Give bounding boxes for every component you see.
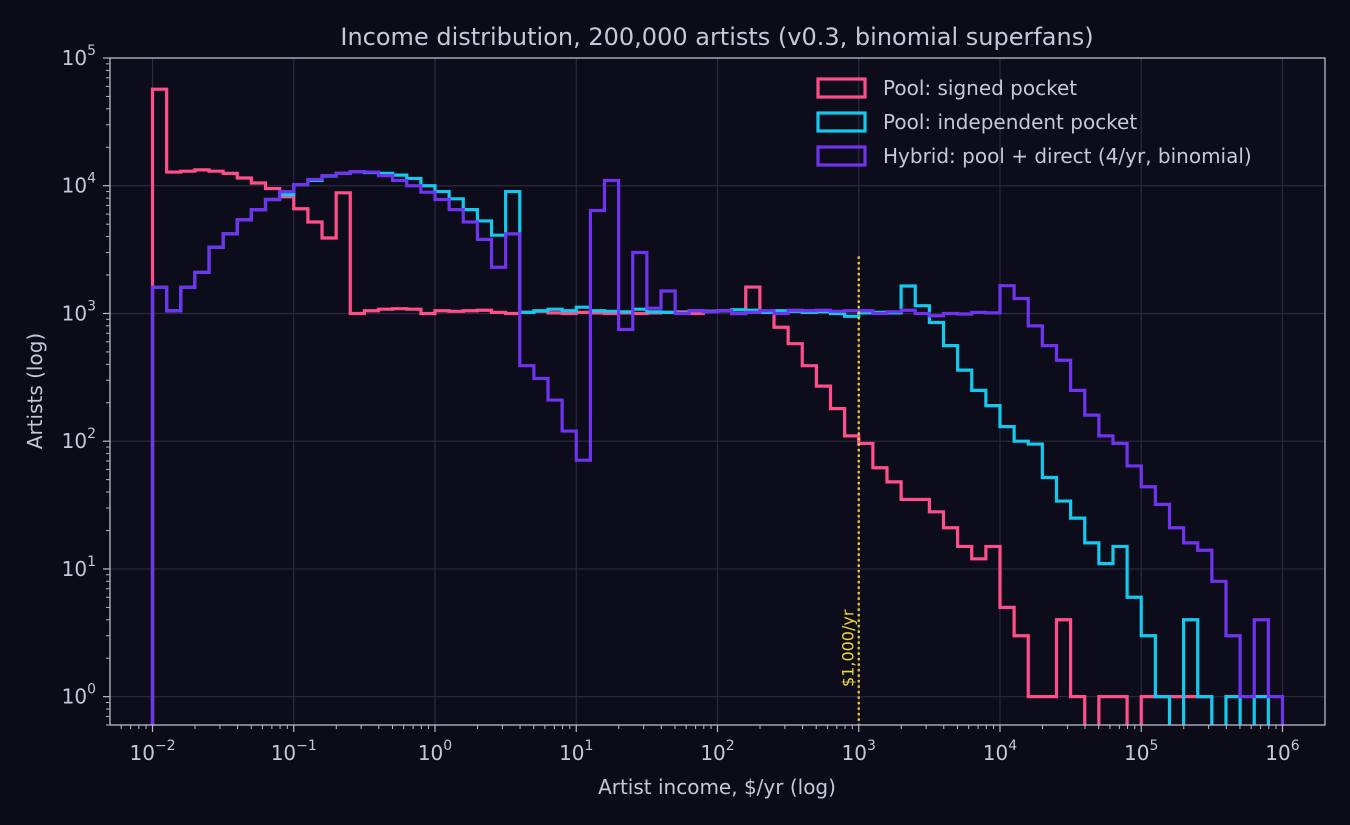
x-tick-exponent: 5 xyxy=(1150,738,1159,754)
annotations: $1,000/yr xyxy=(839,256,860,725)
x-tick-label: 101 xyxy=(559,738,593,765)
y-tick-exponent: 5 xyxy=(87,43,96,59)
x-tick-base: 10 xyxy=(418,741,443,765)
x-tick-label: 104 xyxy=(983,738,1017,765)
y-tick-label: 101 xyxy=(62,554,96,581)
axis-ticks: 10−2 10−1 100 101 102 103 104 105 10610010110210… xyxy=(62,43,1300,765)
y-tick-base: 10 xyxy=(62,46,87,70)
y-tick-exponent: 1 xyxy=(87,554,96,570)
x-tick-base: 10 xyxy=(559,741,584,765)
x-tick-label: 10−1 xyxy=(271,738,317,765)
legend-label-3: Hybrid: pool + direct (4/yr, binomial) xyxy=(883,144,1252,168)
y-tick-label: 100 xyxy=(62,682,96,709)
x-tick-base: 10 xyxy=(1124,741,1149,765)
x-tick-base: 10 xyxy=(983,741,1008,765)
legend-label-1: Pool: signed pocket xyxy=(883,76,1077,100)
y-tick-exponent: 4 xyxy=(87,171,96,187)
legend-swatch-3 xyxy=(816,145,867,167)
y-tick-label: 104 xyxy=(62,171,96,198)
x-tick-exponent: 2 xyxy=(726,738,735,754)
x-tick-exponent: −1 xyxy=(296,738,317,754)
x-tick-label: 10−2 xyxy=(129,738,175,765)
y-tick-base: 10 xyxy=(62,685,87,709)
y-tick-exponent: 0 xyxy=(87,682,96,698)
y-axis-label: Artists (log) xyxy=(23,333,47,449)
legend-swatch-1 xyxy=(816,77,867,99)
legend: Pool: signed pocket Pool: independent poc… xyxy=(816,76,1252,168)
y-tick-label: 103 xyxy=(62,298,96,325)
y-tick-base: 10 xyxy=(62,429,87,453)
y-tick-exponent: 3 xyxy=(87,298,96,314)
x-tick-exponent: −2 xyxy=(155,738,176,754)
x-tick-exponent: 4 xyxy=(1008,738,1017,754)
x-tick-base: 10 xyxy=(1265,741,1290,765)
x-tick-label: 103 xyxy=(842,738,876,765)
x-tick-base: 10 xyxy=(129,741,154,765)
y-tick-label: 102 xyxy=(62,426,96,453)
threshold-label: $1,000/yr xyxy=(839,609,858,687)
x-tick-label: 105 xyxy=(1124,738,1158,765)
y-tick-base: 10 xyxy=(62,557,87,581)
legend-label-2: Pool: independent pocket xyxy=(883,110,1137,134)
y-tick-exponent: 2 xyxy=(87,426,96,442)
series-3-step-line xyxy=(150,170,1285,725)
y-tick-label: 105 xyxy=(62,43,96,70)
x-tick-exponent: 6 xyxy=(1291,738,1300,754)
x-tick-exponent: 0 xyxy=(443,738,452,754)
x-tick-label: 102 xyxy=(700,738,734,765)
x-tick-exponent: 3 xyxy=(867,738,876,754)
y-tick-base: 10 xyxy=(62,174,87,198)
x-tick-base: 10 xyxy=(842,741,867,765)
legend-swatch-2 xyxy=(816,111,867,133)
x-axis-label: Artist income, $/yr (log) xyxy=(598,775,836,799)
x-tick-exponent: 1 xyxy=(585,738,594,754)
histogram-series xyxy=(150,87,1285,725)
chart-title: Income distribution, 200,000 artists (v0… xyxy=(340,23,1093,51)
x-tick-label: 100 xyxy=(418,738,452,765)
y-tick-base: 10 xyxy=(62,301,87,325)
x-tick-base: 10 xyxy=(700,741,725,765)
x-tick-base: 10 xyxy=(271,741,296,765)
x-tick-label: 106 xyxy=(1265,738,1299,765)
